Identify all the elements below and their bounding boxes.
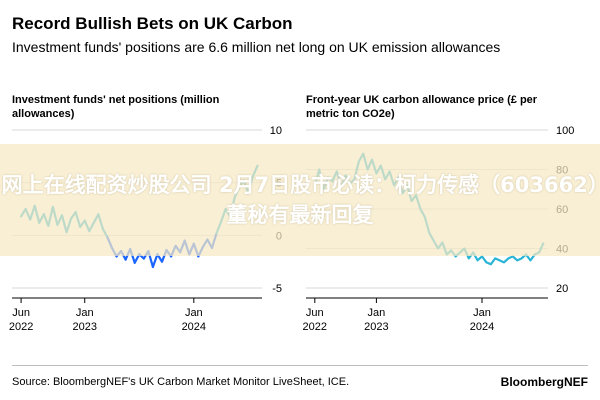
y-tick-label: 20	[556, 283, 568, 295]
x-tick-label: Jan	[368, 307, 386, 319]
x-tick-label: Jun	[306, 307, 324, 319]
x-tick-year: 2024	[470, 321, 494, 333]
x-tick-year: 2022	[303, 321, 327, 333]
series-line-segment	[151, 253, 159, 269]
x-tick-year: 2023	[72, 321, 96, 333]
x-tick-label: Jan	[185, 307, 203, 319]
source-note: Source: BloombergNEF's UK Carbon Market …	[12, 376, 350, 388]
x-tick-year: 2022	[9, 321, 33, 333]
chart-subtitle: Investment funds' positions are 6.6 mill…	[12, 39, 501, 55]
y-tick-label: 100	[556, 125, 574, 137]
watermark-overlay	[0, 144, 600, 256]
chart-title: Record Bullish Bets on UK Carbon	[12, 14, 293, 33]
left-panel-title: Investment funds' net positions (million…	[12, 94, 220, 120]
x-tick-year: 2024	[182, 321, 206, 333]
y-tick-label: -5	[272, 283, 282, 295]
footer-divider	[12, 365, 588, 366]
right-panel-title: Front-year UK carbon allowance price (£ …	[306, 94, 538, 120]
y-tick-label: 10	[270, 125, 282, 137]
x-tick-label: Jun	[12, 307, 30, 319]
overlay-banner-text: 网上在线配资炒股公司 2月7日股市必读：柯力传感（603662）董秘有最新回复	[1, 173, 599, 227]
x-tick-label: Jan	[473, 307, 491, 319]
x-tick-year: 2023	[364, 321, 388, 333]
x-tick-label: Jan	[76, 307, 94, 319]
brand-logo-text: BloombergNEF	[500, 375, 588, 389]
